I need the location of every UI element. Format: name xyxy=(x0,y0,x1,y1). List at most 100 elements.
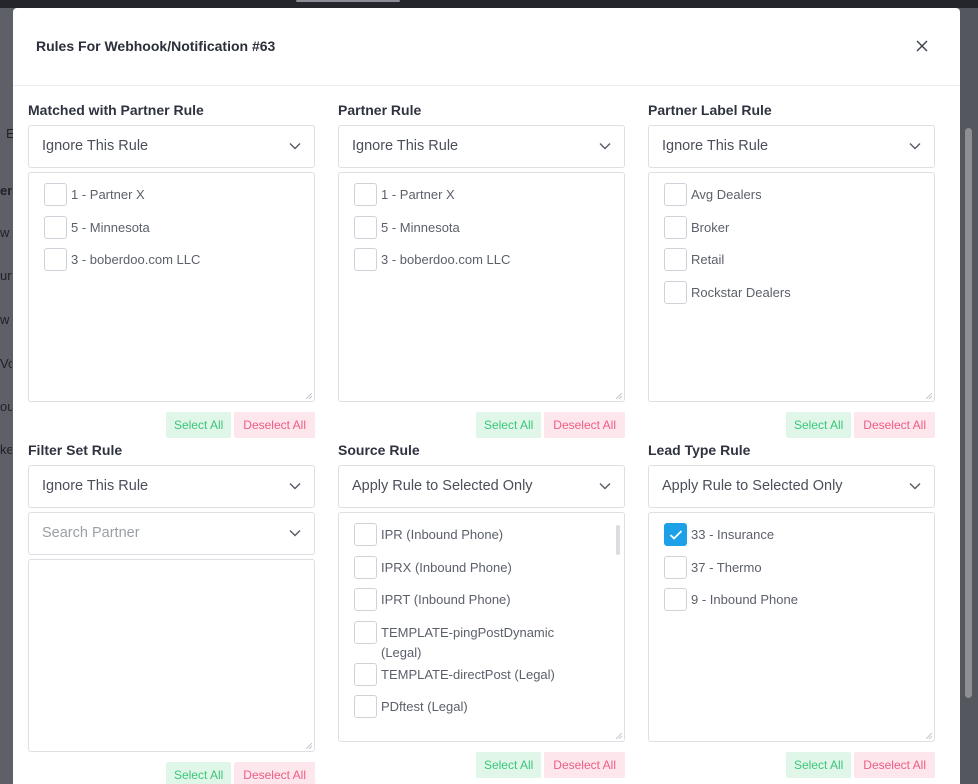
matched-partner-list[interactable]: 1 - Partner X 5 - Minnesota 3 - boberdoo.c… xyxy=(28,172,315,402)
lead-type-list[interactable]: 33 - Insurance 37 - Thermo 9 - Inbound Pho… xyxy=(648,512,935,742)
resize-handle-icon[interactable] xyxy=(306,743,312,749)
list-item[interactable]: 37 - Thermo xyxy=(664,555,934,589)
list-item[interactable]: 1 - Partner X xyxy=(44,183,314,216)
lead-type-actions: Select All Deselect All xyxy=(785,752,935,778)
list-item[interactable]: 3 - boberdoo.com LLC xyxy=(354,248,624,281)
select-value: Ignore This Rule xyxy=(352,138,459,154)
partner-actions: Select All Deselect All xyxy=(475,412,625,438)
chevron-down-icon xyxy=(289,483,301,490)
close-icon[interactable] xyxy=(915,39,929,53)
select-all-button[interactable]: Select All xyxy=(165,762,232,784)
deselect-all-button[interactable]: Deselect All xyxy=(854,752,935,778)
partner-label-actions: Select All Deselect All xyxy=(785,412,935,438)
chevron-down-icon xyxy=(289,530,301,537)
list-item[interactable]: 1 - Partner X xyxy=(354,183,624,216)
deselect-all-button[interactable]: Deselect All xyxy=(544,752,625,778)
checkbox[interactable] xyxy=(44,248,67,271)
list-item-label: 37 - Thermo xyxy=(691,559,762,575)
deselect-all-button[interactable]: Deselect All xyxy=(234,412,315,438)
checkbox[interactable] xyxy=(44,215,67,239)
filter-set-list[interactable] xyxy=(28,559,315,752)
checkbox[interactable] xyxy=(354,620,377,644)
checkbox[interactable] xyxy=(664,248,687,271)
backdrop-tab-indicator xyxy=(296,0,400,2)
backdrop-scrollbar xyxy=(960,8,978,784)
list-item-label: Retail xyxy=(691,252,725,267)
select-all-button[interactable]: Select All xyxy=(785,412,852,438)
list-item-label: 9 - Inbound Phone xyxy=(691,592,798,607)
checkbox[interactable] xyxy=(354,588,377,611)
lead-type-rule-select[interactable]: Apply Rule to Selected Only xyxy=(648,465,935,508)
list-item[interactable]: TEMPLATE-directPost (Legal) xyxy=(354,662,624,696)
partner-label-rule: Partner Label Rule Ignore This Rule Avg … xyxy=(648,101,935,438)
resize-handle-icon[interactable] xyxy=(616,393,622,399)
list-scrollbar[interactable] xyxy=(616,525,620,555)
resize-handle-icon[interactable] xyxy=(926,733,932,739)
list-item[interactable]: 5 - Minnesota xyxy=(354,215,624,249)
partner-rule-select[interactable]: Ignore This Rule xyxy=(338,125,625,168)
checkbox[interactable] xyxy=(44,183,67,206)
checkbox[interactable] xyxy=(664,280,687,304)
source-rule: Source Rule Apply Rule to Selected Only … xyxy=(338,441,625,778)
checkbox[interactable] xyxy=(664,588,687,611)
search-partner-input[interactable]: Search Partner xyxy=(28,512,315,555)
list-item[interactable]: Broker xyxy=(664,215,934,249)
rules-modal: Rules For Webhook/Notification #63 Match… xyxy=(13,8,960,784)
list-item[interactable]: 5 - Minnesota xyxy=(44,215,314,249)
chevron-down-icon xyxy=(909,143,921,150)
filter-set-rule: Filter Set Rule Ignore This Rule Search … xyxy=(28,441,315,784)
select-all-button[interactable]: Select All xyxy=(165,412,232,438)
select-value: Apply Rule to Selected Only xyxy=(662,478,843,494)
select-all-button[interactable]: Select All xyxy=(475,412,542,438)
list-item[interactable]: PDftest (Legal) xyxy=(354,695,624,728)
list-item[interactable]: 9 - Inbound Phone xyxy=(664,588,934,621)
checkbox[interactable] xyxy=(664,555,687,579)
backdrop-text: urc xyxy=(0,268,12,283)
partner-label-list[interactable]: Avg Dealers Broker Retail Rockstar Dealers xyxy=(648,172,935,402)
list-item-label: 5 - Minnesota xyxy=(71,219,150,235)
list-item-label: Rockstar Dealers xyxy=(691,284,791,300)
checkbox[interactable] xyxy=(664,183,687,206)
list-item[interactable]: Retail xyxy=(664,248,934,281)
deselect-all-button[interactable]: Deselect All xyxy=(854,412,935,438)
checkbox[interactable] xyxy=(354,523,377,546)
partner-list[interactable]: 1 - Partner X 5 - Minnesota 3 - boberdoo.c… xyxy=(338,172,625,402)
checkbox[interactable] xyxy=(354,555,377,579)
resize-handle-icon[interactable] xyxy=(306,393,312,399)
select-all-button[interactable]: Select All xyxy=(785,752,852,778)
backdrop-scroll-thumb xyxy=(965,128,972,698)
source-list[interactable]: IPR (Inbound Phone) IPRX (Inbound Phone) I… xyxy=(338,512,625,742)
resize-handle-icon[interactable] xyxy=(616,733,622,739)
deselect-all-button[interactable]: Deselect All xyxy=(544,412,625,438)
list-item-label: 3 - boberdoo.com LLC xyxy=(381,252,511,267)
list-item[interactable]: Avg Dealers xyxy=(664,183,934,216)
matched-partner-rule-select[interactable]: Ignore This Rule xyxy=(28,125,315,168)
list-item[interactable]: IPRT (Inbound Phone) xyxy=(354,588,624,621)
select-all-button[interactable]: Select All xyxy=(475,752,542,778)
partner-label-rule-select[interactable]: Ignore This Rule xyxy=(648,125,935,168)
checkbox[interactable] xyxy=(664,215,687,239)
checkbox[interactable] xyxy=(354,662,377,686)
resize-handle-icon[interactable] xyxy=(926,393,932,399)
list-item[interactable]: Rockstar Dealers xyxy=(664,280,934,314)
list-item-label: IPRT (Inbound Phone) xyxy=(381,592,511,607)
checkbox-checked[interactable] xyxy=(664,523,687,546)
source-rule-select[interactable]: Apply Rule to Selected Only xyxy=(338,465,625,508)
list-item[interactable]: IPR (Inbound Phone) xyxy=(354,523,624,556)
list-item-label: 1 - Partner X xyxy=(71,187,145,202)
list-item[interactable]: 3 - boberdoo.com LLC xyxy=(44,248,314,281)
rule-label: Filter Set Rule xyxy=(28,442,123,458)
checkbox[interactable] xyxy=(354,248,377,271)
list-item[interactable]: TEMPLATE-pingPostDynamic (Legal) xyxy=(354,620,624,663)
matched-partner-actions: Select All Deselect All xyxy=(165,412,315,438)
backdrop-text: w xyxy=(0,225,10,240)
checkbox[interactable] xyxy=(354,695,377,718)
list-item[interactable]: IPRX (Inbound Phone) xyxy=(354,555,624,589)
checkbox[interactable] xyxy=(354,183,377,206)
list-item-label: 5 - Minnesota xyxy=(381,219,460,235)
select-value: Ignore This Rule xyxy=(42,138,149,154)
list-item[interactable]: 33 - Insurance xyxy=(664,523,934,556)
checkbox[interactable] xyxy=(354,215,377,239)
filter-set-rule-select[interactable]: Ignore This Rule xyxy=(28,465,315,508)
deselect-all-button[interactable]: Deselect All xyxy=(234,762,315,784)
